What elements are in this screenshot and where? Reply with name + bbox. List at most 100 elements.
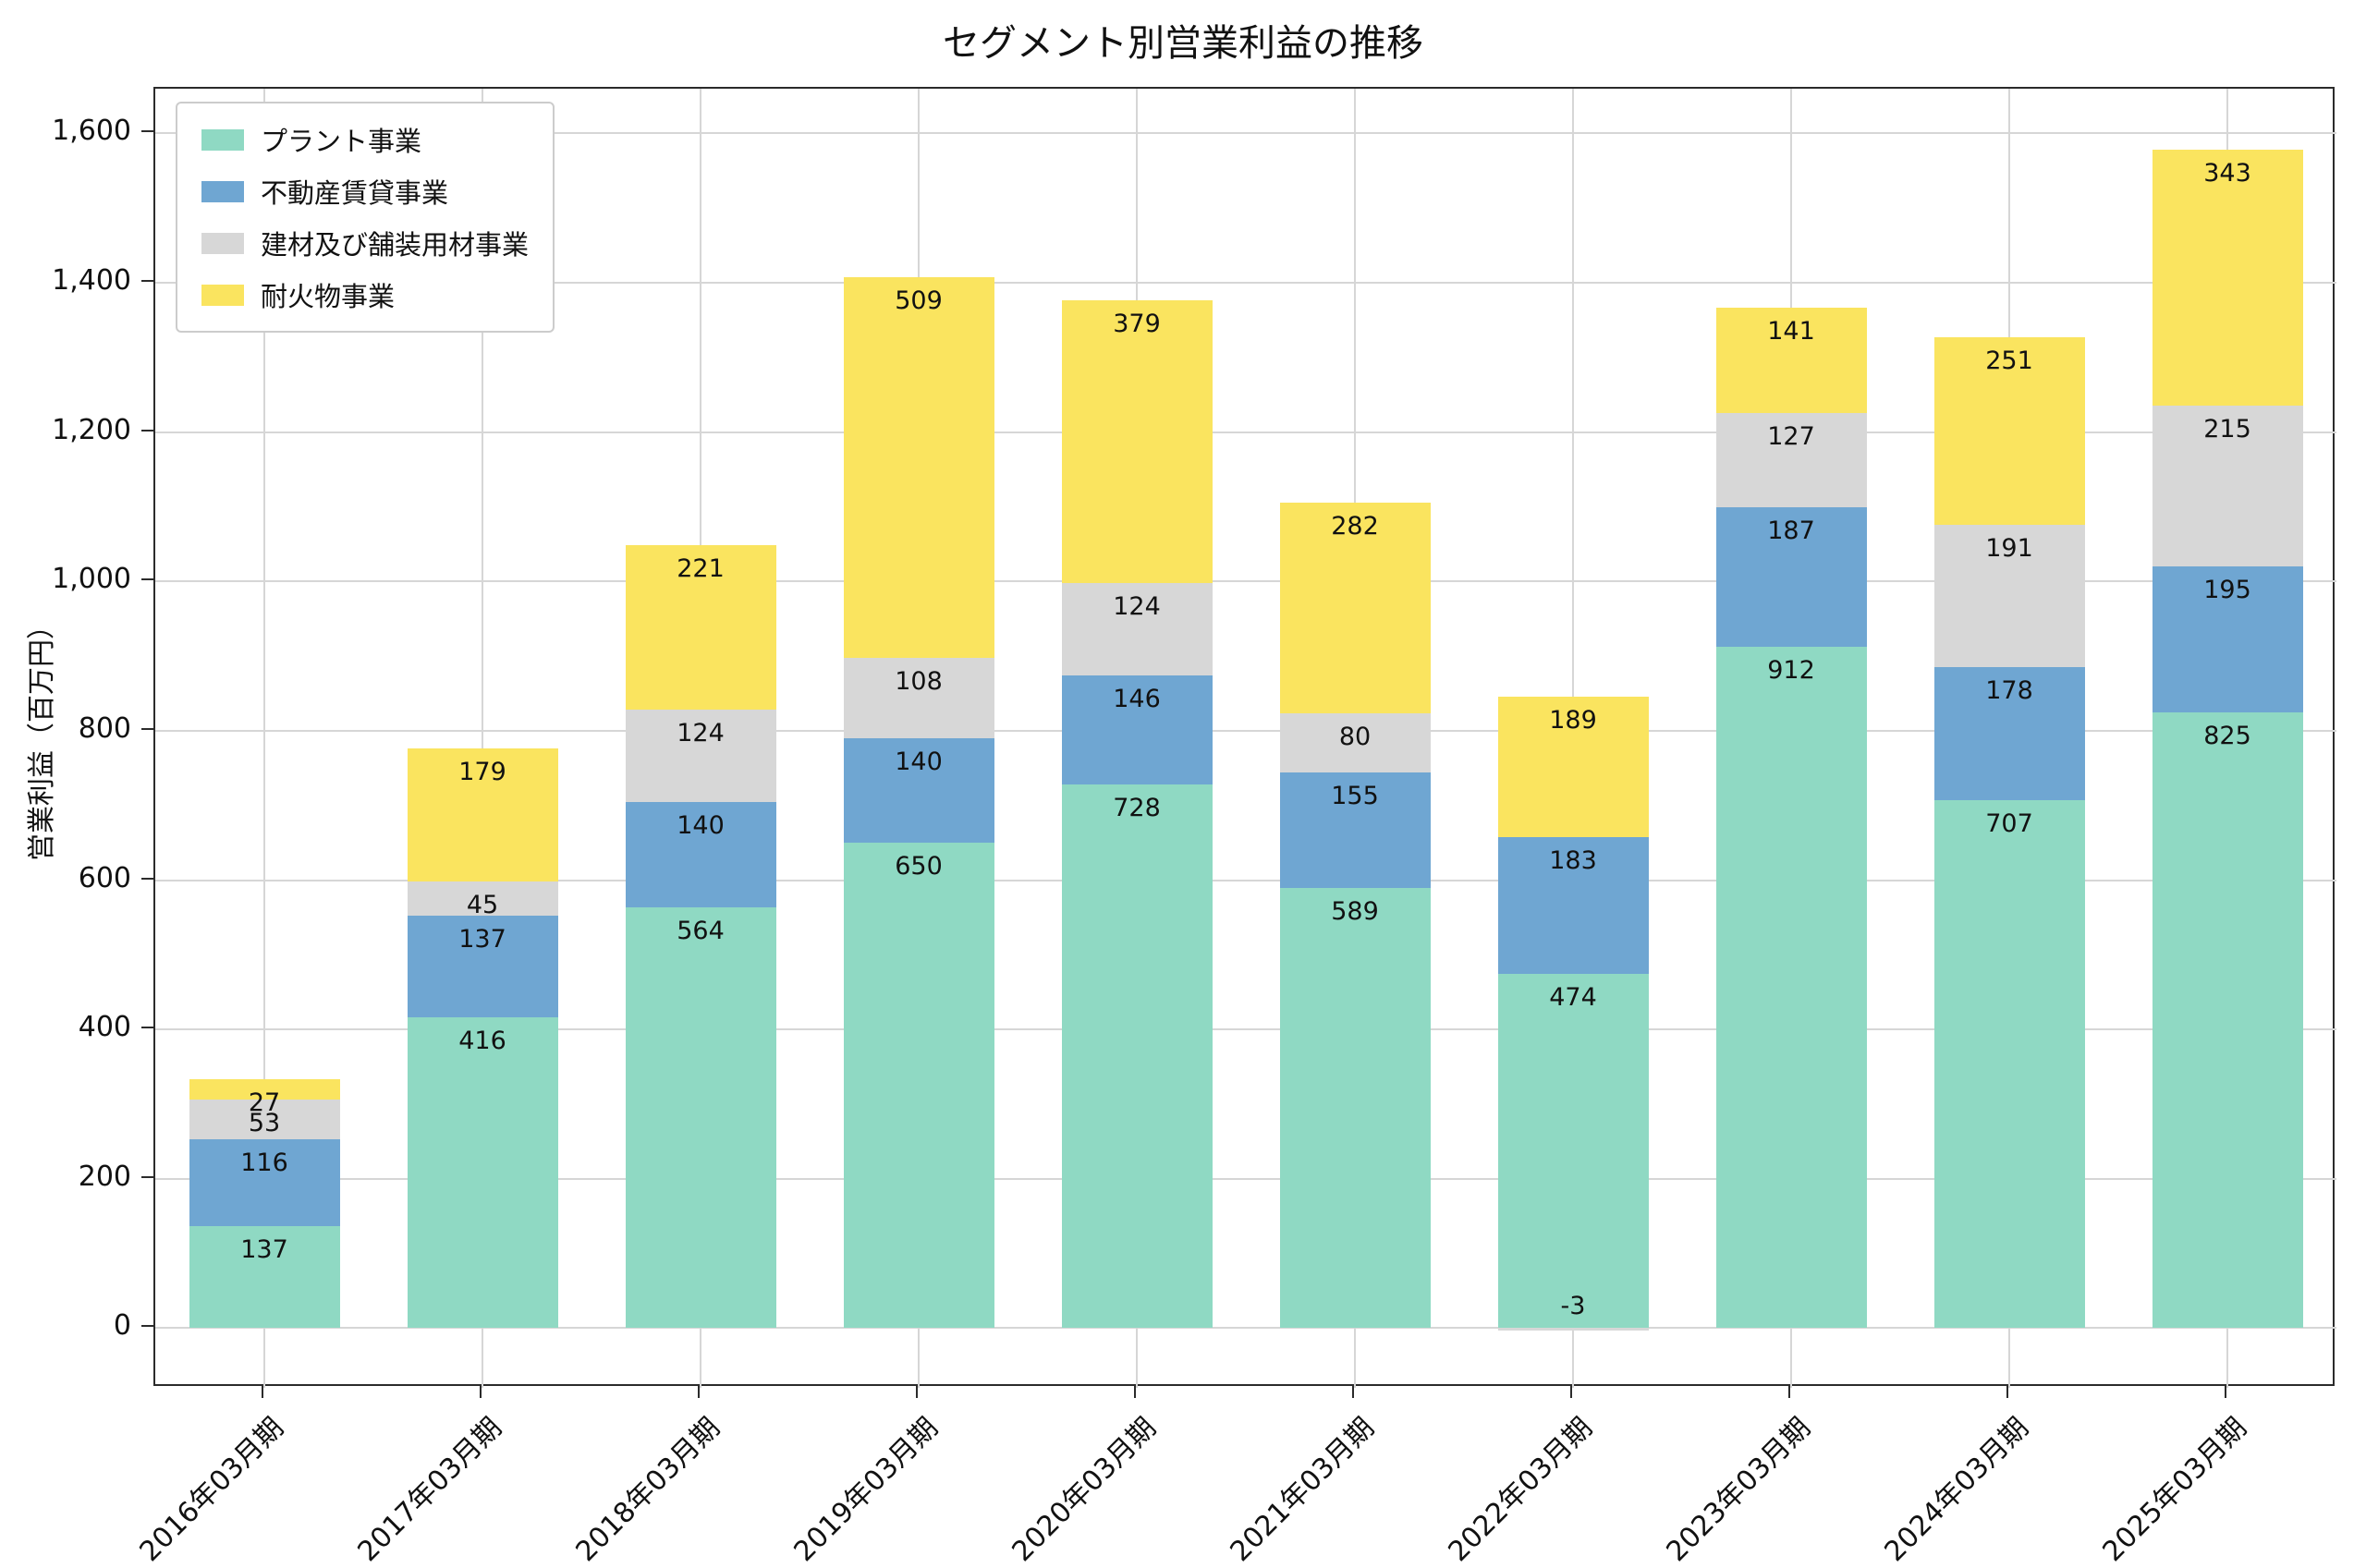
x-tick-mark	[2225, 1386, 2226, 1398]
bar-segment	[1497, 696, 1649, 838]
gridline-horizontal	[155, 1028, 2336, 1031]
legend-label: プラント事業	[261, 126, 422, 157]
bar-segment	[1933, 524, 2085, 668]
bar-segment	[625, 544, 776, 711]
bar-segment	[407, 915, 558, 1018]
x-tick-mark	[1788, 1386, 1790, 1398]
bar-segment	[2152, 711, 2303, 1329]
segment-value-label: 179	[458, 757, 506, 786]
segment-value-label: 80	[1338, 722, 1372, 751]
bar-segment	[625, 710, 776, 803]
segment-value-label: 45	[466, 891, 499, 920]
x-tick-label: 2019年03月期	[788, 1411, 945, 1568]
plot-area: 137 116 53 27 416 137 45 179 564 140 124 221 650 140 1…	[153, 87, 2336, 1388]
segment-value-label: 140	[895, 748, 943, 776]
segment-value-label: 146	[1113, 685, 1161, 714]
bar-segment	[407, 1017, 558, 1329]
segment-value-label: 343	[2203, 159, 2251, 188]
x-tick-label: 2025年03月期	[2097, 1411, 2254, 1568]
y-axis-title: 営業利益（百万円）	[26, 612, 58, 861]
y-tick-label: 200	[78, 1160, 131, 1193]
segment-value-label: 251	[1985, 346, 2033, 376]
segment-value-label: 416	[458, 1027, 506, 1056]
segment-value-label: 124	[677, 719, 725, 748]
bar-segment	[1061, 299, 1213, 583]
bar-segment	[2152, 406, 2303, 567]
x-tick-label: 2021年03月期	[1225, 1411, 1382, 1568]
bar-segment	[843, 657, 994, 738]
segment-value-label: 215	[2203, 415, 2251, 444]
segment-value-label: 53	[248, 1109, 281, 1138]
y-tick-mark	[141, 727, 153, 730]
legend-swatch	[201, 128, 244, 151]
bar-segment	[1497, 837, 1649, 975]
bar-segment	[843, 738, 994, 844]
legend-label: 不動産賃貸事業	[261, 177, 449, 209]
segment-value-label: 183	[1549, 846, 1597, 876]
gridline-horizontal	[155, 282, 2336, 285]
segment-value-label: 178	[1985, 676, 2033, 706]
y-tick-label: 1,200	[52, 413, 131, 446]
x-tick-mark	[262, 1386, 263, 1398]
y-tick-label: 1,400	[52, 264, 131, 298]
y-tick-label: 400	[78, 1011, 131, 1044]
segment-value-label: 108	[895, 666, 943, 696]
segment-value-label: 195	[2203, 576, 2251, 605]
x-tick-mark	[916, 1386, 918, 1398]
y-tick-mark	[141, 1175, 153, 1178]
bar-segment	[1497, 1328, 1649, 1331]
bar-segment	[407, 748, 558, 882]
segment-value-label: 379	[1113, 309, 1161, 338]
legend-label: 耐火物事業	[261, 281, 396, 312]
segment-value-label: 564	[677, 916, 725, 945]
segment-value-label: 124	[1113, 591, 1161, 621]
bar-segment	[1715, 412, 1867, 508]
y-tick-label: 600	[78, 861, 131, 894]
y-tick-mark	[141, 578, 153, 581]
x-tick-mark	[1352, 1386, 1354, 1398]
bar-segment	[1933, 667, 2085, 801]
segment-value-label: 728	[1113, 794, 1161, 823]
legend-item: 建材及び舗装用材事業	[201, 224, 529, 262]
bar-segment	[1497, 974, 1649, 1329]
gridline-horizontal	[155, 132, 2336, 135]
bar-segment	[1715, 507, 1867, 648]
gridline-horizontal	[155, 1177, 2336, 1180]
bar-segment	[2152, 566, 2303, 712]
bar-segment	[1279, 712, 1431, 773]
x-tick-label: 2024年03月期	[1879, 1411, 2036, 1568]
x-tick-label: 2020年03月期	[1006, 1411, 1164, 1568]
x-tick-label: 2023年03月期	[1661, 1411, 1818, 1568]
legend-swatch	[201, 232, 244, 254]
segment-value-label: 137	[240, 1234, 288, 1264]
bar-segment	[1061, 784, 1213, 1329]
gridline-horizontal	[155, 580, 2336, 583]
bar-segment	[1279, 772, 1431, 889]
x-tick-mark	[698, 1386, 700, 1398]
segment-value-label: 282	[1331, 511, 1379, 541]
y-tick-label: 0	[113, 1309, 131, 1343]
bar-segment	[625, 802, 776, 907]
bar-segment	[189, 1100, 340, 1139]
bar-segment	[189, 1138, 340, 1226]
y-tick-mark	[141, 130, 153, 133]
bar-segment	[1061, 675, 1213, 785]
legend-item: 不動産賃貸事業	[201, 172, 529, 211]
legend-swatch	[201, 180, 244, 202]
segment-value-label: 912	[1767, 656, 1815, 686]
segment-value-label: 116	[240, 1148, 288, 1177]
segment-value-label: 140	[677, 811, 725, 841]
x-tick-label: 2017年03月期	[352, 1411, 509, 1568]
y-tick-mark	[141, 280, 153, 283]
segment-value-label: 137	[458, 924, 506, 954]
bar-segment	[843, 843, 994, 1329]
segment-value-label: 825	[2203, 721, 2251, 750]
segment-value-label: 127	[1767, 421, 1815, 451]
bar-segment	[1933, 337, 2085, 525]
x-tick-label: 2022年03月期	[1443, 1411, 1600, 1568]
y-tick-label: 1,000	[52, 563, 131, 596]
segment-value-label: 589	[1331, 897, 1379, 927]
bar-segment	[2152, 150, 2303, 407]
x-tick-label: 2018年03月期	[570, 1411, 727, 1568]
gridline-horizontal	[155, 431, 2336, 433]
